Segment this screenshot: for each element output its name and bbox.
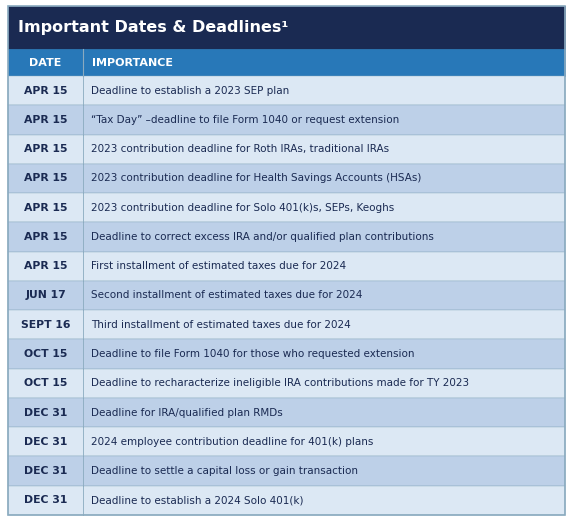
Bar: [8, 427, 565, 456]
Text: APR 15: APR 15: [24, 85, 68, 96]
Text: SEPT 16: SEPT 16: [21, 320, 70, 330]
Text: First installment of estimated taxes due for 2024: First installment of estimated taxes due…: [91, 261, 346, 271]
Text: DEC 31: DEC 31: [24, 407, 67, 417]
Text: Deadline to correct excess IRA and/or qualified plan contributions: Deadline to correct excess IRA and/or qu…: [91, 232, 434, 242]
Bar: [8, 369, 565, 398]
Text: 2023 contribution deadline for Solo 401(k)s, SEPs, Keoghs: 2023 contribution deadline for Solo 401(…: [91, 203, 394, 213]
Text: Deadline to recharacterize ineligible IRA contributions made for TY 2023: Deadline to recharacterize ineligible IR…: [91, 378, 469, 388]
Text: Important Dates & Deadlines¹: Important Dates & Deadlines¹: [18, 20, 288, 35]
Bar: [8, 193, 565, 222]
Text: Third installment of estimated taxes due for 2024: Third installment of estimated taxes due…: [91, 320, 351, 330]
Text: OCT 15: OCT 15: [24, 349, 67, 359]
Bar: [8, 310, 565, 339]
Text: OCT 15: OCT 15: [24, 378, 67, 388]
Bar: [8, 222, 565, 252]
Bar: [8, 49, 565, 76]
Bar: [8, 76, 565, 105]
Bar: [8, 134, 565, 164]
Bar: [8, 339, 565, 369]
Text: 2024 employee contribution deadline for 401(k) plans: 2024 employee contribution deadline for …: [91, 437, 374, 447]
Text: Deadline for IRA/qualified plan RMDs: Deadline for IRA/qualified plan RMDs: [91, 407, 283, 417]
Text: APR 15: APR 15: [24, 115, 68, 125]
Text: APR 15: APR 15: [24, 261, 68, 271]
Text: 2023 contribution deadline for Roth IRAs, traditional IRAs: 2023 contribution deadline for Roth IRAs…: [91, 144, 389, 154]
Text: APR 15: APR 15: [24, 144, 68, 154]
Text: “Tax Day” –deadline to file Form 1040 or request extension: “Tax Day” –deadline to file Form 1040 or…: [91, 115, 399, 125]
Text: APR 15: APR 15: [24, 232, 68, 242]
Text: JUN 17: JUN 17: [25, 291, 66, 301]
Bar: [8, 486, 565, 515]
Bar: [8, 456, 565, 486]
Text: DEC 31: DEC 31: [24, 495, 67, 505]
Text: APR 15: APR 15: [24, 203, 68, 213]
Text: 2023 contribution deadline for Health Savings Accounts (HSAs): 2023 contribution deadline for Health Sa…: [91, 173, 422, 183]
Bar: [8, 6, 565, 49]
Text: DATE: DATE: [29, 57, 62, 68]
Bar: [8, 398, 565, 427]
Bar: [8, 105, 565, 134]
Text: DEC 31: DEC 31: [24, 466, 67, 476]
Text: APR 15: APR 15: [24, 173, 68, 183]
Text: IMPORTANCE: IMPORTANCE: [92, 57, 173, 68]
Text: Deadline to settle a capital loss or gain transaction: Deadline to settle a capital loss or gai…: [91, 466, 358, 476]
Bar: [8, 164, 565, 193]
Text: Deadline to establish a 2024 Solo 401(k): Deadline to establish a 2024 Solo 401(k): [91, 495, 304, 505]
Bar: [8, 281, 565, 310]
Bar: [8, 252, 565, 281]
Text: Deadline to file Form 1040 for those who requested extension: Deadline to file Form 1040 for those who…: [91, 349, 415, 359]
Text: Second installment of estimated taxes due for 2024: Second installment of estimated taxes du…: [91, 291, 363, 301]
Text: Deadline to establish a 2023 SEP plan: Deadline to establish a 2023 SEP plan: [91, 85, 289, 96]
Text: DEC 31: DEC 31: [24, 437, 67, 447]
